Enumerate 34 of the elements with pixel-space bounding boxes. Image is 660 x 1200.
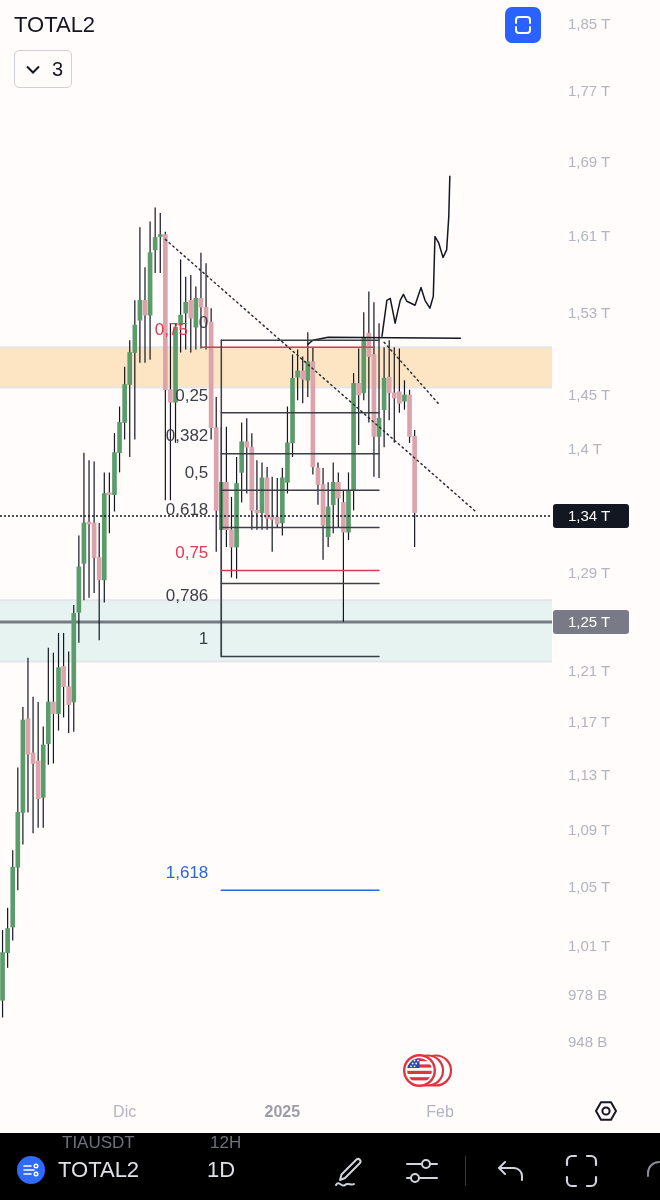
text: TOTAL2 bbox=[58, 1157, 140, 1183]
annotation: 0,618 bbox=[165, 500, 209, 520]
text: 12H bbox=[210, 1133, 242, 1152]
y-tick-label: 1,29 T bbox=[568, 564, 611, 582]
y-tick-label: 1,69 T bbox=[568, 152, 611, 170]
ref-line-label: 1,34 T bbox=[568, 507, 611, 525]
y-tick-label: 1,21 T bbox=[568, 661, 611, 679]
y-tick-label: 1,01 T bbox=[568, 936, 611, 954]
y-tick-label: 1,85 T bbox=[568, 15, 611, 33]
x-tick-label: Dic bbox=[113, 1103, 137, 1121]
annotation: 0,75 bbox=[175, 543, 209, 563]
text: 1D bbox=[207, 1157, 236, 1183]
x-tick-label: Feb bbox=[426, 1103, 454, 1121]
annotation: 1 bbox=[198, 629, 209, 649]
annotation: 0,786 bbox=[165, 586, 209, 606]
y-tick-label: 1,53 T bbox=[568, 304, 611, 322]
y-tick-label: 1,45 T bbox=[568, 386, 611, 404]
annotation: 0 bbox=[198, 312, 209, 332]
annotation: 3 bbox=[52, 58, 64, 80]
y-tick-label: 1,09 T bbox=[568, 820, 611, 838]
annotation: 1,618 bbox=[165, 862, 209, 882]
y-tick-label: 1,61 T bbox=[568, 226, 611, 244]
y-tick-label: 948 B bbox=[568, 1033, 608, 1051]
y-tick-label: 1,17 T bbox=[568, 712, 611, 730]
y-tick-label: 1,77 T bbox=[568, 82, 611, 100]
y-tick-label: 978 B bbox=[568, 985, 608, 1003]
y-tick-label: 1,05 T bbox=[568, 877, 611, 895]
y-tick-label: 1,13 T bbox=[568, 765, 611, 783]
text: TIAUSDT bbox=[62, 1133, 135, 1152]
annotation: 0,5 bbox=[184, 462, 209, 482]
chart-title: TOTAL2 bbox=[14, 12, 96, 38]
x-tick-label: 2025 bbox=[264, 1103, 301, 1121]
y-tick-label: 1,4 T bbox=[568, 439, 602, 457]
ref-line-label: 1,25 T bbox=[568, 613, 611, 631]
